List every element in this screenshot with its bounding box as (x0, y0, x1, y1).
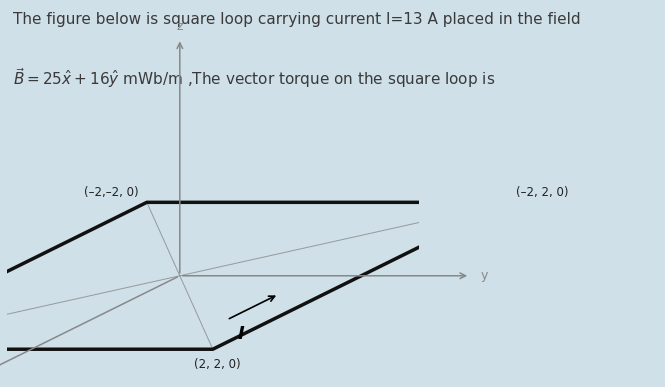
Text: y: y (480, 269, 487, 282)
Text: I: I (237, 325, 244, 344)
Text: z: z (177, 20, 183, 33)
Text: (2, 2, 0): (2, 2, 0) (194, 358, 240, 371)
Text: $\vec{B} = 25\hat{x} + 16\hat{y}$ mWb/m ,The vector torque on the square loop is: $\vec{B} = 25\hat{x} + 16\hat{y}$ mWb/m … (13, 66, 495, 90)
Text: The figure below is square loop carrying current I=13 A placed in the field: The figure below is square loop carrying… (13, 12, 581, 27)
Text: (–2, 2, 0): (–2, 2, 0) (516, 187, 569, 200)
Text: (–2,–2, 0): (–2,–2, 0) (84, 187, 138, 200)
